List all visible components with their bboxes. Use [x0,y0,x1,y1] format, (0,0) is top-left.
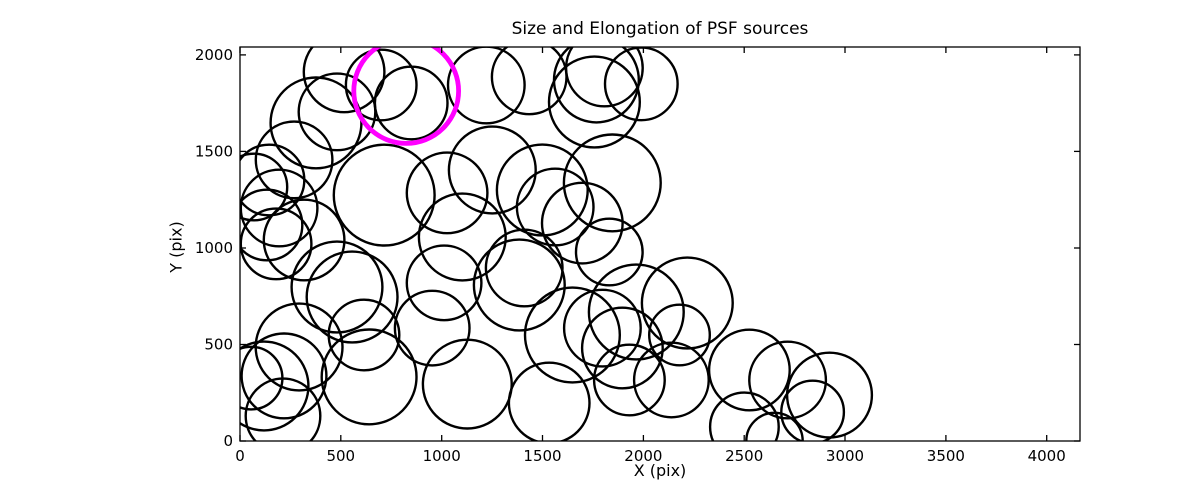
y-tick-label: 500 [204,336,233,354]
y-tick-label: 0 [223,432,233,450]
psf-source-circle [262,198,346,282]
psf-source-circle [344,48,418,122]
psf-source-circle [332,143,436,247]
psf-source-circle [417,192,507,282]
psf-source-circle [780,379,846,441]
psf-source-circle [327,298,401,372]
psf-source-circle [547,55,642,149]
psf-source-circle [640,256,734,350]
y-axis-label: Y (pix) [166,221,186,273]
psf-source-circle [290,240,384,334]
psf-source-circle [240,332,328,420]
psf-source-circle [708,391,780,441]
psf-source-circle [405,244,483,322]
psf-source-circle [552,47,640,124]
chart-title: Size and Elongation of PSF sources [511,19,809,39]
y-tick-label: 2000 [195,46,233,64]
psf-source-circle [748,340,828,420]
psf-source-circle [507,361,591,441]
psf-source-circle [240,207,313,281]
psf-source-circle [574,217,644,287]
psf-source-circle [305,250,399,344]
psf-source-circle [269,76,363,170]
psf-source-circle [373,65,449,141]
psf-source-circle [447,125,537,215]
psf-source-circle [472,238,566,332]
psf-source-circle [562,133,662,233]
psf-source-circle [587,263,685,361]
psf-source-circle [240,188,304,262]
psf-source-circle [244,377,322,441]
x-tick-label: 500 [326,447,355,465]
psf-source-circle [540,181,624,265]
psf-source-circle [421,338,513,430]
psf-source-circle [484,228,564,308]
psf-source-circle [648,303,712,367]
x-tick-label: 3500 [927,447,965,465]
x-tick-label: 2500 [725,447,763,465]
psf-source-circle [523,286,622,384]
psf-source-circle [254,120,334,200]
x-tick-label: 1500 [523,447,561,465]
psf-source-circle [580,306,664,390]
psf-source-circle [302,47,386,114]
psf-source-circle [240,152,289,222]
highlighted-psf-source-circle [351,47,461,146]
psf-source-circle [562,288,642,368]
psf-source-circle [446,47,526,125]
y-tick-label: 1000 [195,239,233,257]
psf-source-circle [254,302,344,392]
psf-source-circle [632,341,710,419]
x-tick-label: 0 [235,447,245,465]
plot-border [239,46,1081,442]
psf-source-circle [564,47,644,108]
x-tick-label: 3000 [826,447,864,465]
psf-source-circle [785,351,874,439]
x-tick-label: 1000 [423,447,461,465]
y-tick-label: 1500 [195,142,233,160]
x-tick-label: 2000 [624,447,662,465]
psf-source-circle [405,151,489,235]
x-axis-label: X (pix) [633,461,687,480]
x-tick-label: 4000 [1028,447,1066,465]
psf-source-circle [240,345,284,411]
psf-source-circle [320,328,418,426]
psf-source-circle [707,328,791,412]
psf-source-circle [240,168,319,248]
psf-source-circle [393,289,471,367]
psf-circles-layer [240,47,874,441]
psf-source-circle [240,340,310,432]
psf-source-circle [592,343,666,417]
